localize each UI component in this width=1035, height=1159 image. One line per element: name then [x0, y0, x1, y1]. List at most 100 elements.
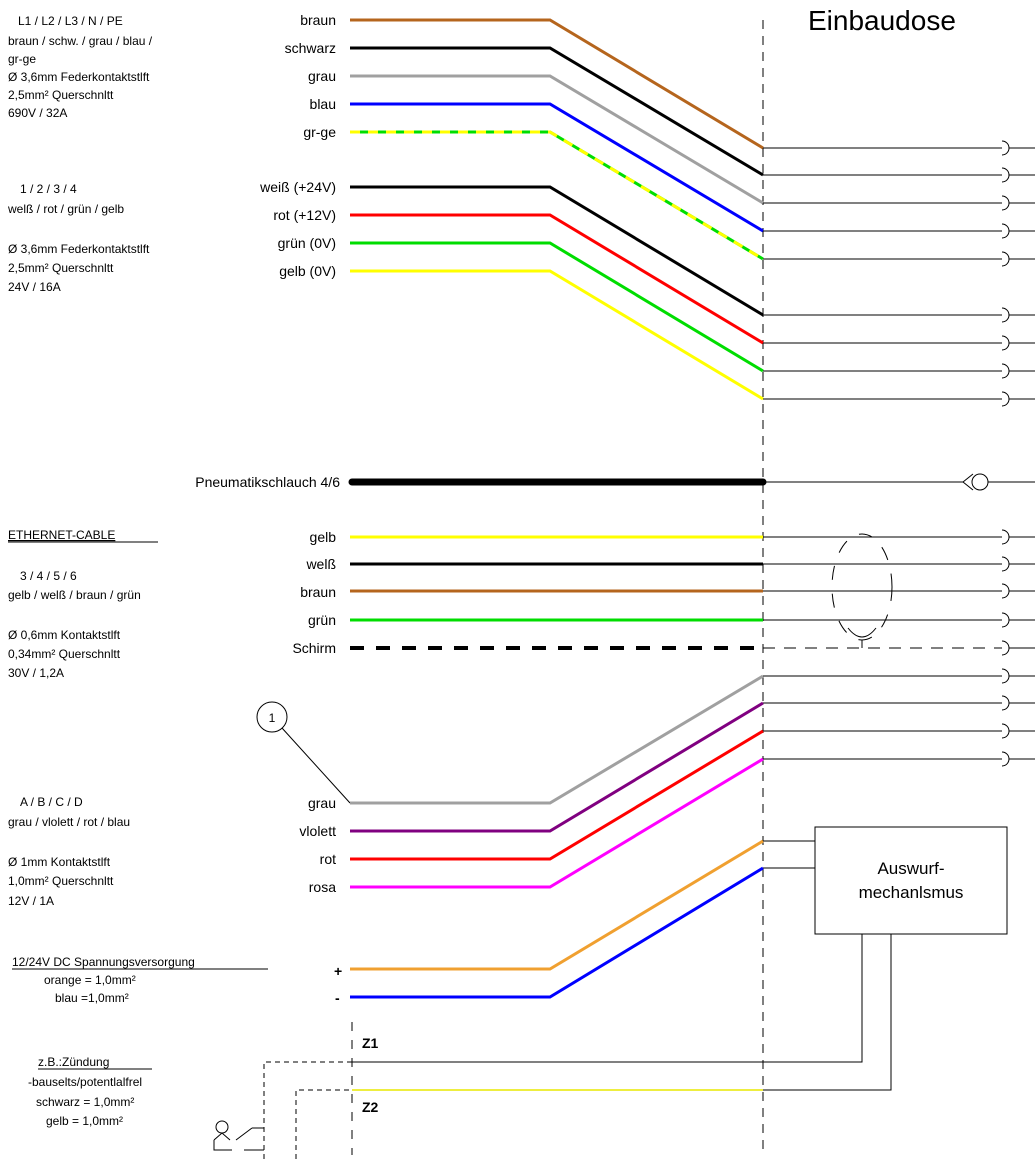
supply-notes: 12/24V DC Spannungsversorgung orange = 1… [12, 955, 342, 1006]
ethernet-wire-label: grün [308, 612, 336, 628]
power-rating: 690V / 32A [8, 106, 67, 120]
terminal-socket-icon [763, 640, 1035, 656]
terminal-socket-icon [763, 167, 1035, 183]
terminal-socket-icon [763, 751, 1035, 767]
wire-green-0v [350, 241, 764, 373]
ethernet-section: 0,34mm² Querschnltt [8, 647, 121, 661]
power-wire-label: braun [300, 12, 336, 28]
wire-sig-pink [350, 757, 764, 889]
marker-leader-line [281, 727, 351, 804]
supply-blue: blau =1,0mm² [55, 991, 129, 1005]
wire-sig-grey [350, 674, 764, 805]
terminal-socket-icon [763, 612, 1035, 628]
ethernet-wire-label: gelb [310, 529, 337, 545]
signal-contact: Ø 1mm Kontaktstlft [8, 855, 111, 869]
wire-yellow-0v [350, 269, 764, 401]
ejector-box [814, 826, 1008, 935]
low-contact: Ø 3,6mm Federkontaktstlft [8, 242, 150, 256]
low-group-notes: 1 / 2 / 3 / 4 welß / rot / grün / gelb Ø… [7, 182, 150, 294]
shield-ellipse [831, 533, 893, 641]
terminal-socket-icon [763, 251, 1035, 267]
ethernet-wire-label: welß [305, 556, 336, 572]
ethernet-colors: gelb / welß / braun / grün [8, 588, 141, 602]
supply-plus: + [334, 963, 342, 979]
ejector-label-line2: mechanlsmus [859, 883, 964, 902]
terminal-socket-icon [763, 363, 1035, 379]
z1-label: Z1 [362, 1035, 379, 1051]
power-wire-label: grau [308, 68, 336, 84]
pneumatic-connector-icon [763, 473, 1035, 491]
ethernet-header: ETHERNET-CABLE [8, 528, 115, 542]
shield-label: Schirm [292, 640, 336, 656]
ethernet-rating: 30V / 1,2A [8, 666, 64, 680]
power-wire-label: blau [310, 96, 336, 112]
supply-header: 12/24V DC Spannungsversorgung [12, 955, 195, 969]
terminal-socket-icon [763, 668, 1035, 684]
ethernet-pins: 3 / 4 / 5 / 6 [20, 569, 77, 583]
ignition-dashed-links [263, 1061, 352, 1159]
ethernet-contact: Ø 0,6mm Kontaktstlft [8, 628, 121, 642]
low-header: 1 / 2 / 3 / 4 [20, 182, 77, 196]
power-wire-label: gr-ge [303, 124, 336, 140]
signal-wire-label: rot [320, 851, 336, 867]
terminal-socket-icon [763, 391, 1035, 407]
marker-circle [256, 701, 288, 733]
terminal-socket-icon [763, 335, 1035, 351]
wire-supply-orange [350, 839, 764, 971]
low-rating: 24V / 16A [8, 280, 61, 294]
terminal-socket-icon [763, 723, 1035, 739]
signal-notes: A / B / C / D grau / vlolett / rot / bla… [8, 795, 130, 908]
signal-wire-label: rosa [309, 879, 336, 895]
ethernet-wire-label: braun [300, 584, 336, 600]
ignition-header: z.B.:Zündung [38, 1055, 109, 1069]
terminal-socket-icon [763, 195, 1035, 211]
pneumatic-label: Pneumatikschlauch 4/6 [195, 474, 340, 490]
socket-terminals [763, 140, 1035, 767]
low-wires [350, 185, 764, 401]
ignition-line3: gelb = 1,0mm² [46, 1114, 123, 1128]
low-wire-label: weiß (+24V) [259, 179, 336, 195]
signal-wires [350, 674, 764, 889]
signal-marker: 1 [256, 701, 351, 804]
power-section: 2,5mm² Querschnltt [8, 88, 114, 102]
low-wire-label: gelb (0V) [279, 263, 336, 279]
low-section: 2,5mm² Querschnltt [8, 261, 114, 275]
signal-section: 1,0mm² Querschnltt [8, 874, 114, 888]
power-colors-2: gr-ge [8, 52, 36, 66]
low-wire-labels: weiß (+24V) rot (+12V) grün (0V) gelb (0… [259, 179, 336, 279]
wire-green-yellow-stripe [350, 130, 764, 261]
ethernet-wires [350, 535, 763, 650]
ignition-switch-icon [213, 1120, 264, 1151]
signal-wire-label: vlolett [299, 823, 336, 839]
power-wires [350, 18, 764, 261]
terminal-socket-icon [763, 140, 1035, 156]
wire-blue [350, 102, 764, 233]
wire-brown [350, 18, 764, 150]
marker-number: 1 [269, 711, 276, 725]
power-header: L1 / L2 / L3 / N / PE [18, 14, 123, 28]
signal-wire-label: grau [308, 795, 336, 811]
power-colors: braun / schw. / grau / blau / [8, 34, 153, 48]
power-wire-labels: braun schwarz grau blau gr-ge [285, 12, 337, 140]
low-wire-label: grün (0V) [278, 235, 336, 251]
diagram-title: Einbaudose [808, 5, 956, 36]
supply-orange: orange = 1,0mm² [44, 973, 136, 987]
terminal-socket-icon [763, 583, 1035, 599]
terminal-socket-icon [763, 529, 1035, 545]
terminal-socket-icon [763, 223, 1035, 239]
terminal-socket-icon [763, 556, 1035, 572]
power-group-notes: L1 / L2 / L3 / N / PE braun / schw. / gr… [8, 14, 153, 120]
wire-sig-violet [350, 701, 764, 833]
ignition-line1: -bauselts/potentlalfrel [28, 1075, 142, 1089]
low-colors: welß / rot / grün / gelb [7, 202, 124, 216]
wire-red-12v [350, 213, 764, 345]
signal-colors: grau / vlolett / rot / blau [8, 815, 130, 829]
signal-header: A / B / C / D [20, 795, 83, 809]
signal-wire-labels: grau vlolett rot rosa [299, 795, 336, 895]
wire-grey [350, 74, 764, 205]
supply-minus: - [335, 990, 340, 1006]
ethernet-wire-labels: gelb welß braun grün Schirm [292, 529, 336, 656]
wire-white-24v [350, 185, 764, 317]
low-wire-label: rot (+12V) [273, 207, 336, 223]
power-wire-label: schwarz [285, 40, 336, 56]
